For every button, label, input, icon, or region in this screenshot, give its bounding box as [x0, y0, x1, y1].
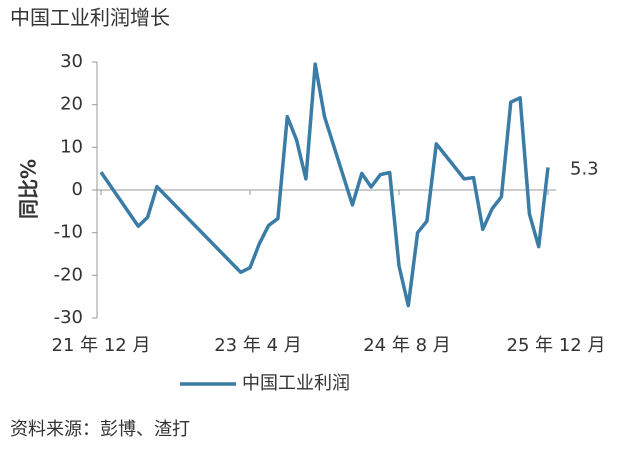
- legend-label: 中国工业利润: [242, 373, 350, 394]
- y-tick-label: 10: [60, 136, 83, 157]
- y-tick-label: -30: [54, 307, 83, 328]
- x-tick-label: 24 年 8 月: [363, 335, 451, 356]
- y-tick-label: 30: [60, 51, 83, 72]
- chart-title: 中国工业利润增长: [10, 6, 170, 30]
- y-tick-label: 0: [72, 179, 83, 200]
- end-value-label: 5.3: [570, 158, 599, 179]
- x-tick-label: 21 年 12 月: [52, 335, 151, 356]
- data-line: [99, 62, 550, 308]
- y-axis-label: 同比%: [17, 159, 41, 219]
- y-tick-label: -20: [54, 264, 83, 285]
- x-tick-label: 25 年 12 月: [507, 335, 606, 356]
- source-note: 资料来源：彭博、渣打: [10, 419, 190, 440]
- y-tick-label: -10: [54, 222, 83, 243]
- y-tick-label: 20: [60, 94, 83, 115]
- x-tick-label: 23 年 4 月: [214, 335, 302, 356]
